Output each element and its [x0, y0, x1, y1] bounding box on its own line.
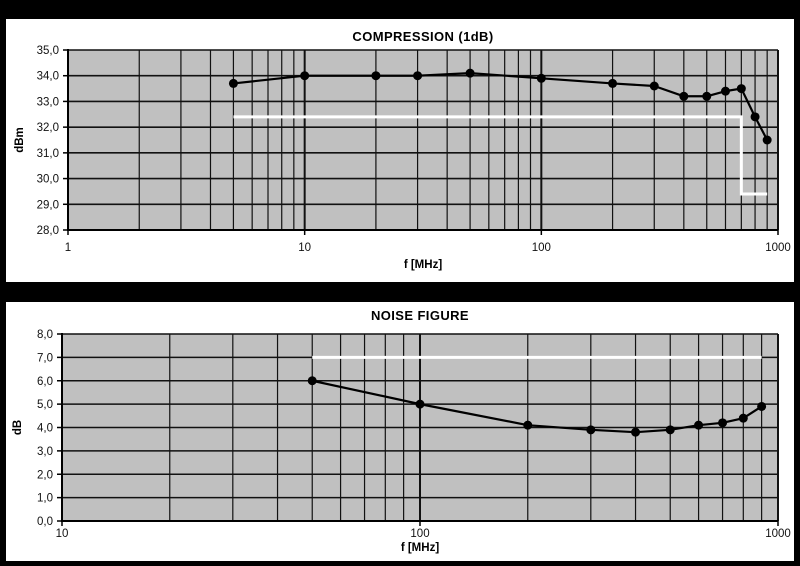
x-tick-label: 1000: [765, 242, 791, 254]
data-point-marker: [536, 73, 546, 83]
compression-chart-svg: 35,0 34,0 33,0 32,0 31,0 30,0 29,0 28,0 1 10 100 10…: [14, 45, 791, 271]
data-point-marker: [750, 112, 760, 122]
y-tick-label: 31,0: [37, 148, 59, 160]
data-point-marker: [631, 427, 641, 437]
data-point-marker: [702, 91, 712, 101]
y-tick-label: 4,0: [37, 423, 53, 435]
data-point-marker: [228, 78, 238, 88]
data-point-marker: [415, 399, 425, 409]
x-tick-label: 100: [410, 528, 429, 540]
x-axis-title: f [MHz]: [401, 542, 439, 554]
data-point-marker: [523, 420, 533, 430]
data-point-marker: [694, 420, 704, 430]
y-tick-label: 30,0: [37, 174, 59, 186]
noise-figure-chart-svg: 8,0 7,0 6,0 5,0 4,0 3,0 2,0 1,0 0,010 100 1000 f [M…: [12, 329, 791, 554]
y-tick-label: 7,0: [37, 352, 53, 364]
data-point-marker: [736, 84, 746, 94]
y-tick-label: 28,0: [37, 225, 59, 237]
data-point-marker: [757, 401, 767, 411]
data-point-marker: [371, 71, 381, 81]
data-point-marker: [307, 376, 317, 386]
y-tick-label: 8,0: [37, 329, 53, 341]
compression-chart-title: COMPRESSION (1dB): [352, 29, 494, 44]
plot-area: [68, 50, 778, 230]
x-tick-label: 1: [65, 242, 71, 254]
series-line: [311, 379, 763, 434]
y-tick-label: 5,0: [37, 399, 53, 411]
data-point-marker: [720, 86, 730, 96]
noise-figure-chart-title: NOISE FIGURE: [371, 308, 469, 323]
y-tick-label: 35,0: [37, 45, 59, 57]
y-tick-label: 1,0: [37, 493, 53, 505]
x-tick-label: 100: [532, 242, 551, 254]
x-tick-label: 10: [56, 528, 69, 540]
y-tick-label: 3,0: [37, 446, 53, 458]
y-tick-label: 33,0: [37, 96, 59, 108]
x-tick-label: 1000: [765, 528, 791, 540]
noise-figure-chart: 8,0 7,0 6,0 5,0 4,0 3,0 2,0 1,0 0,0 10 100 1000 f [M…: [6, 302, 794, 561]
data-point-marker: [762, 135, 772, 145]
y-tick-label: 6,0: [37, 376, 53, 388]
data-point-marker: [465, 68, 475, 78]
compression-chart: 35,0 34,0 33,0 32,0 31,0 30,0 29,0 28,0 1 10 100 10…: [6, 19, 794, 282]
y-tick-label: 0,0: [37, 516, 53, 528]
limit-line: [233, 115, 768, 196]
y-tick-label: 2,0: [37, 469, 53, 481]
compression-chart-panel: COMPRESSION (1dB) 35,0 34,0 33,0 32,0 31,0 30…: [6, 19, 794, 282]
y-axis-title: dB: [12, 420, 24, 435]
y-tick-label: 29,0: [37, 199, 59, 211]
y-axis-title: dBm: [14, 127, 26, 153]
noise-figure-chart-panel: NOISE FIGURE 8,0 7,0 6,0 5,0 4,0 3,0 2,0 1,0 0,0…: [6, 302, 794, 561]
data-point-marker: [413, 71, 423, 81]
x-tick-label: 10: [298, 242, 311, 254]
data-point-marker: [679, 91, 689, 101]
data-point-marker: [718, 418, 728, 428]
data-point-marker: [586, 425, 596, 435]
data-point-marker: [665, 425, 675, 435]
data-point-marker: [738, 413, 748, 423]
data-point-marker: [649, 81, 659, 91]
y-tick-label: 34,0: [37, 71, 59, 83]
y-tick-label: 32,0: [37, 122, 59, 134]
data-point-marker: [300, 71, 310, 81]
x-axis-title: f [MHz]: [404, 259, 442, 271]
data-point-marker: [608, 78, 618, 88]
